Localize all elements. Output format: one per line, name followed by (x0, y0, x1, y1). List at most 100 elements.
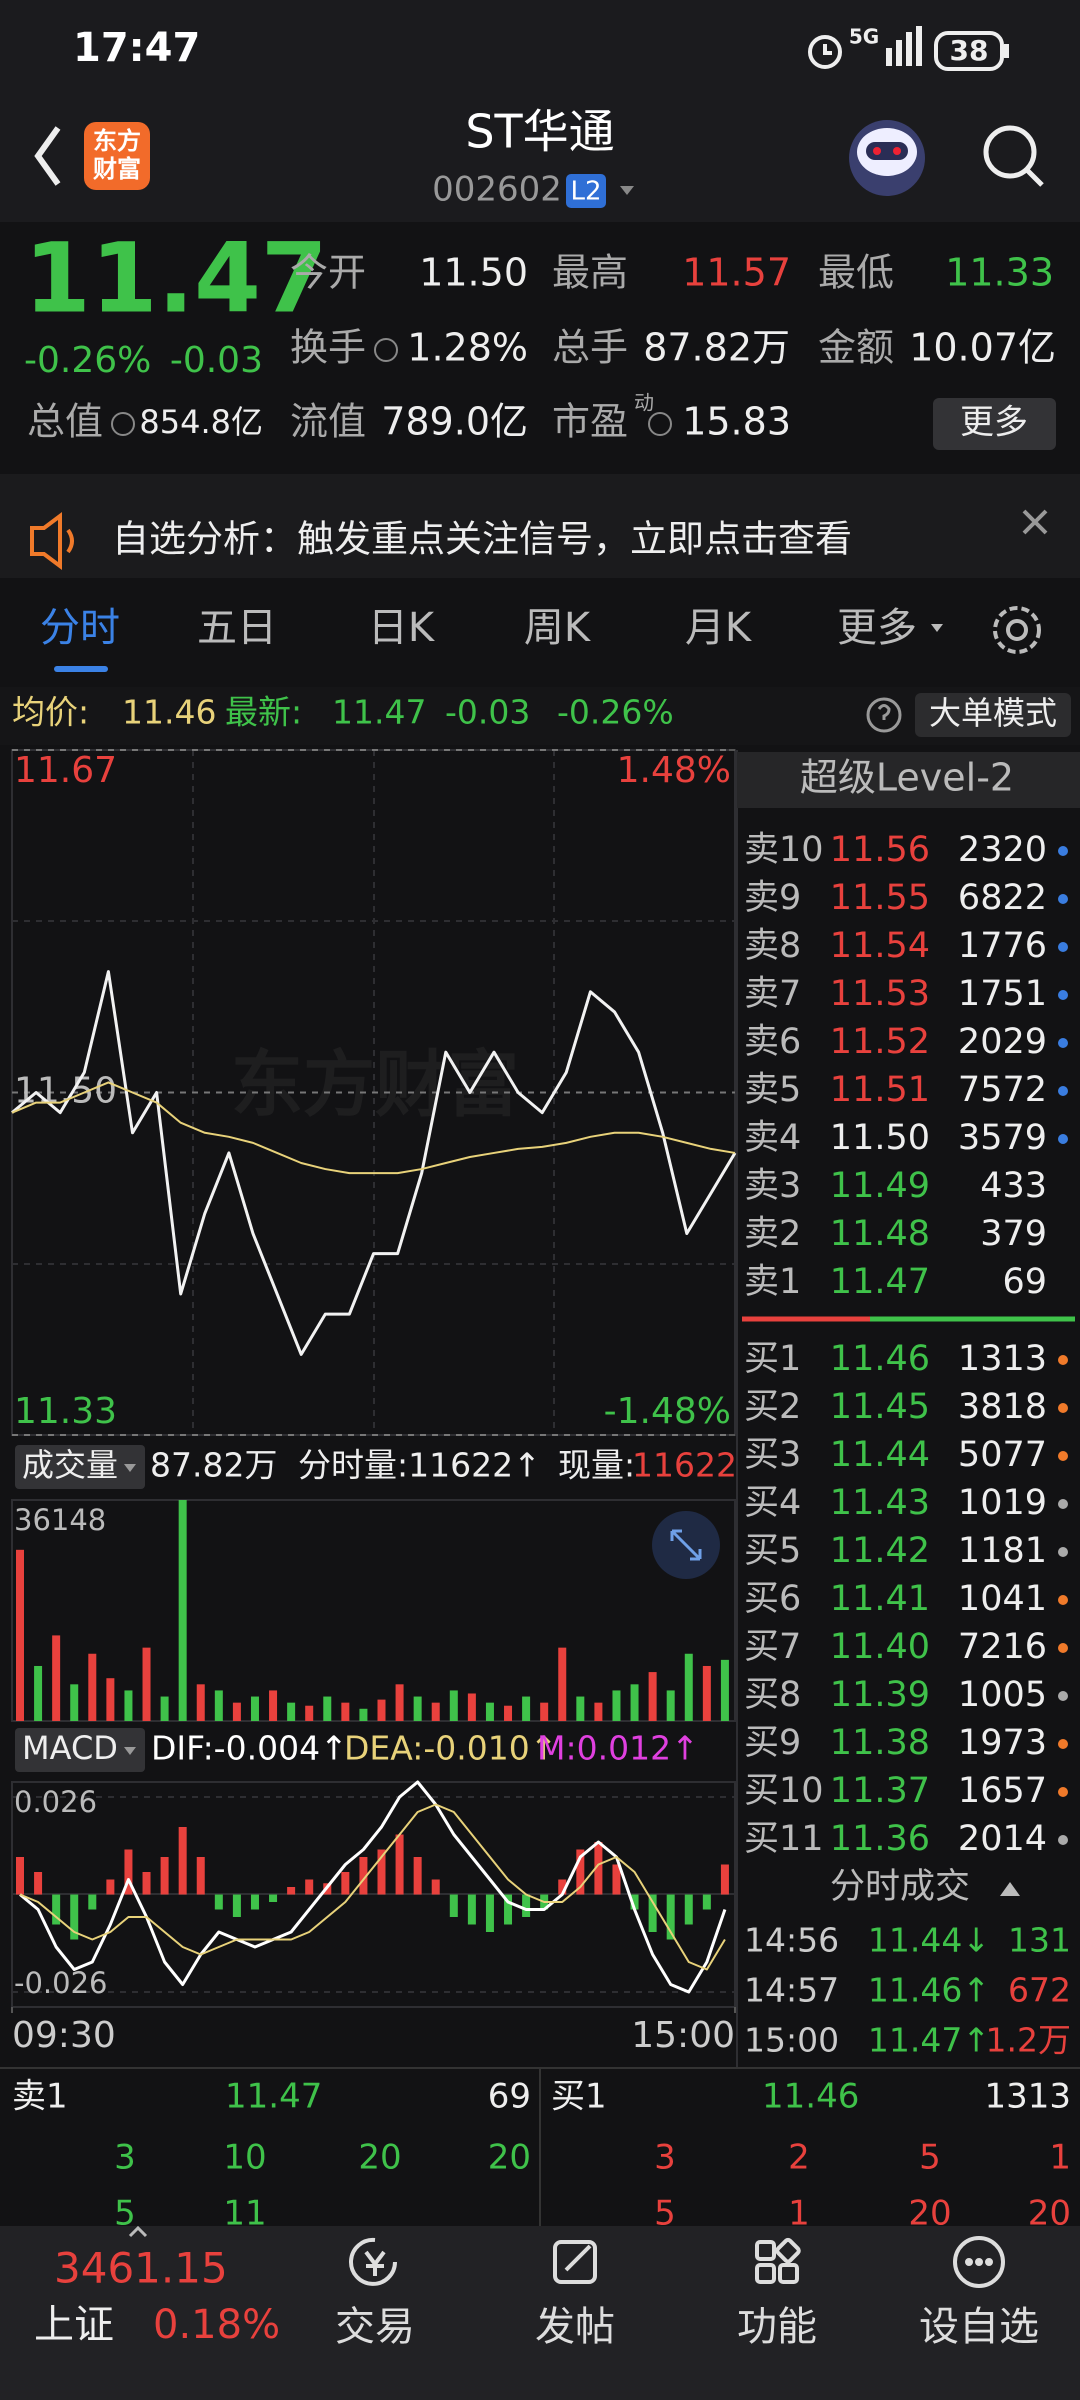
code-arrow (620, 186, 634, 195)
bar (720, 1659, 729, 1721)
field-label: 总手 (552, 326, 628, 370)
bar (431, 1702, 440, 1721)
order-price: 11.54 (830, 926, 930, 966)
volume-button[interactable] (15, 1445, 145, 1489)
order-dot (1058, 1595, 1068, 1605)
order-volume: 1005 (958, 1675, 1047, 1715)
robot-avatar[interactable] (849, 120, 925, 196)
expand-icon[interactable] (652, 1511, 720, 1579)
order-price: 11.41 (830, 1579, 930, 1619)
order-label: 买4 (744, 1483, 801, 1523)
back-button[interactable] (34, 126, 61, 186)
order-dot (1058, 1643, 1068, 1653)
order-label: 卖3 (744, 1166, 801, 1206)
nav-item[interactable]: 发帖 (535, 2304, 615, 2350)
search-button[interactable] (983, 125, 1044, 187)
more-button[interactable] (933, 398, 1056, 450)
bar (467, 1894, 476, 1925)
order-price: 11.53 (830, 974, 930, 1014)
trades-title[interactable]: 分时成交 (830, 1867, 970, 1907)
field-label: 金额 (818, 326, 894, 370)
tab[interactable]: 分时 (40, 605, 120, 651)
status-network: 5G (849, 25, 879, 49)
tab[interactable]: 周K (524, 605, 592, 651)
settings-button[interactable] (993, 606, 1041, 654)
macd-button[interactable] (15, 1728, 145, 1772)
close-button[interactable] (1022, 509, 1048, 535)
trade-time: 14:56 (744, 1921, 839, 1960)
index-change: 0.18% (153, 2302, 280, 2348)
bar (34, 1872, 43, 1895)
bar (250, 1696, 259, 1721)
five-level-volume: 1313 (984, 2077, 1071, 2117)
nav-item[interactable]: 功能 (737, 2304, 817, 2350)
order-dot (1058, 1134, 1068, 1144)
bar (504, 1705, 513, 1721)
order-label: 卖1 (744, 1262, 801, 1302)
order-price: 11.45 (830, 1387, 930, 1427)
order-label: 买3 (744, 1435, 801, 1475)
logo-text: 财富 (93, 155, 141, 183)
five-level-cell: 20 (358, 2138, 401, 2178)
bar (684, 1653, 693, 1721)
more-button-label[interactable]: 更多 (960, 403, 1028, 443)
bar (341, 1872, 350, 1895)
latest-change-pct: -0.26% (557, 693, 674, 732)
order-volume: 6822 (958, 878, 1047, 918)
change: -0.03 (170, 340, 263, 381)
bar (196, 1684, 205, 1721)
field-label: 今开 (290, 251, 366, 295)
trades-arrow (1000, 1882, 1020, 1896)
nav-item[interactable]: 交易 (335, 2304, 415, 2350)
y2-tick-label: -1.48% (604, 1391, 731, 1432)
avg-label: 均价: (12, 693, 89, 732)
macd-arrow (124, 1747, 136, 1755)
order-volume: 2014 (958, 1819, 1047, 1859)
order-dot (1058, 1739, 1068, 1749)
notice-text[interactable]: 自选分析：触发重点关注信号，立即点击查看 (112, 518, 852, 561)
notice-bg[interactable] (0, 474, 1080, 578)
order-volume: 5077 (958, 1435, 1047, 1475)
order-label: 卖5 (744, 1070, 801, 1110)
tab[interactable]: 月K (685, 605, 753, 651)
bar (558, 1647, 567, 1721)
tab[interactable]: 日K (368, 605, 436, 651)
tab[interactable]: 更多 (837, 605, 917, 651)
big-order-button[interactable] (915, 693, 1071, 737)
bar (106, 1678, 115, 1721)
order-dot (1058, 1086, 1068, 1096)
five-level-cell: 5 (919, 2138, 941, 2178)
y-tick-label: 11.33 (14, 1391, 117, 1432)
info-icon (648, 412, 672, 436)
order-volume: 1041 (958, 1579, 1047, 1619)
bar (594, 1702, 603, 1721)
tab-underline (54, 666, 108, 672)
bar (377, 1849, 386, 1895)
order-label: 买9 (744, 1723, 801, 1763)
info-icon (111, 412, 135, 436)
nav-item[interactable]: 设自选 (919, 2304, 1039, 2350)
bar (305, 1705, 314, 1721)
bar (305, 1879, 314, 1895)
order-label: 买10 (744, 1771, 824, 1811)
field-value: 1.28% (407, 326, 528, 370)
volume-button-label[interactable]: 成交量 (22, 1446, 118, 1484)
field-label: 最低 (818, 251, 894, 295)
order-label: 买1 (744, 1339, 801, 1379)
bottom-nav: 3461.15 上证 0.18% 交易 发帖 功能 设自选 (0, 2225, 1080, 2400)
macd-button-label[interactable]: MACD (22, 1729, 118, 1767)
bar (287, 1702, 296, 1721)
bar (485, 1702, 494, 1721)
five-level-cell: 5 (114, 2194, 136, 2234)
tab[interactable]: 五日 (197, 605, 277, 651)
bar (214, 1690, 223, 1721)
x-tick-label: 15:00 (631, 2015, 735, 2056)
help-icon[interactable] (866, 697, 902, 733)
big-order-label[interactable]: 大单模式 (929, 694, 1057, 732)
trade-volume: 672 (1008, 1971, 1071, 2010)
nav-expand[interactable] (128, 2225, 148, 2238)
bar (88, 1653, 97, 1721)
bar (540, 1702, 549, 1721)
bar (52, 1894, 61, 1925)
